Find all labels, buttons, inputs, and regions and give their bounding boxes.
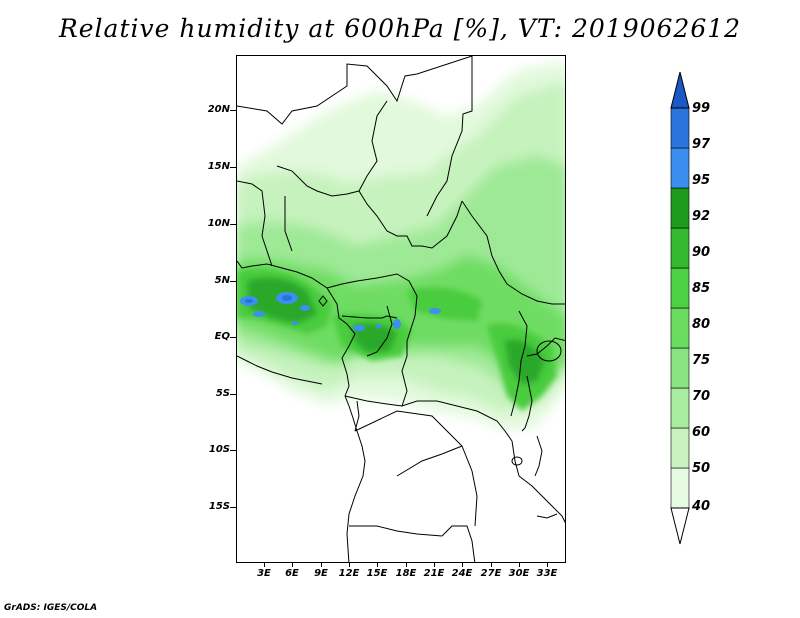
colorbar-label: 80 [692,317,711,332]
colorbar-bottom-arrow [670,507,690,545]
colorbar-box [670,427,690,469]
lon-label-12e: 12E [338,568,360,579]
lat-label-eq: EQ [214,331,230,342]
lat-tick [230,450,236,451]
colorbar-label: 85 [692,281,711,296]
rh-contour-90b [352,323,397,352]
lat-label-10n: 10N [207,218,230,229]
colorbar-box [670,467,690,509]
lat-tick [230,281,236,282]
colorbar-box [670,227,690,269]
lat-label-15s: 15S [208,501,230,512]
lat-tick [230,110,236,111]
colorbar-box [670,307,690,349]
colorbar-box [670,147,690,189]
humidity-field [237,61,565,431]
humidity-map [237,56,565,562]
map-panel [236,55,566,563]
lon-label-21e: 21E [423,568,445,579]
chart-title: Relative humidity at 600hPa [%], VT: 201… [58,14,742,43]
colorbar-label: 60 [692,425,711,440]
colorbar-label: 92 [692,209,711,224]
lon-label-18e: 18E [395,568,417,579]
lon-label-27e: 27E [480,568,502,579]
lon-tick [491,562,492,567]
lon-tick [349,562,350,567]
lakes [318,295,562,519]
lat-label-20n: 20N [207,104,230,115]
colorbar-label: 50 [692,461,711,476]
lon-tick [264,562,265,567]
colorbar-label: 99 [692,101,711,116]
lat-label-5n: 5N [214,275,230,286]
lon-tick [462,562,463,567]
lon-label-30e: 30E [508,568,530,579]
colorbar-box [670,187,690,229]
lon-tick [547,562,548,567]
colorbar-label: 97 [692,137,711,152]
colorbar [670,71,690,545]
country-borders [237,56,565,562]
lat-tick [230,337,236,338]
colorbar-label: 40 [692,499,711,514]
lon-label-3e: 3E [257,568,271,579]
lat-tick [230,507,236,508]
colorbar-box [670,347,690,389]
lon-tick [321,562,322,567]
lon-label-24e: 24E [451,568,473,579]
lon-label-6e: 6E [285,568,299,579]
colorbar-label: 90 [692,245,711,260]
lon-label-9e: 9E [314,568,328,579]
colorbar-box [670,107,690,149]
lon-tick [377,562,378,567]
lon-tick [292,562,293,567]
lat-tick [230,394,236,395]
lon-tick [519,562,520,567]
lat-tick [230,224,236,225]
lon-tick [406,562,407,567]
rh-contour-85d [407,287,482,321]
rh-contour-80 [237,256,565,376]
grads-credit: GrADS: IGES/COLA [4,603,98,613]
colorbar-box [670,387,690,429]
rh-contour-90c [505,339,545,384]
lat-label-15n: 15N [207,161,230,172]
lon-label-33e: 33E [536,568,558,579]
rh-contour-97 [245,295,292,303]
lat-label-10s: 10S [208,444,230,455]
colorbar-box [670,267,690,309]
lon-tick [434,562,435,567]
lon-label-15e: 15E [366,568,388,579]
colorbar-top-arrow [670,71,690,109]
colorbar-label: 70 [692,389,711,404]
lat-tick [230,167,236,168]
lat-label-5s: 5S [215,388,230,399]
colorbar-label: 75 [692,353,711,368]
colorbar-label: 95 [692,173,711,188]
